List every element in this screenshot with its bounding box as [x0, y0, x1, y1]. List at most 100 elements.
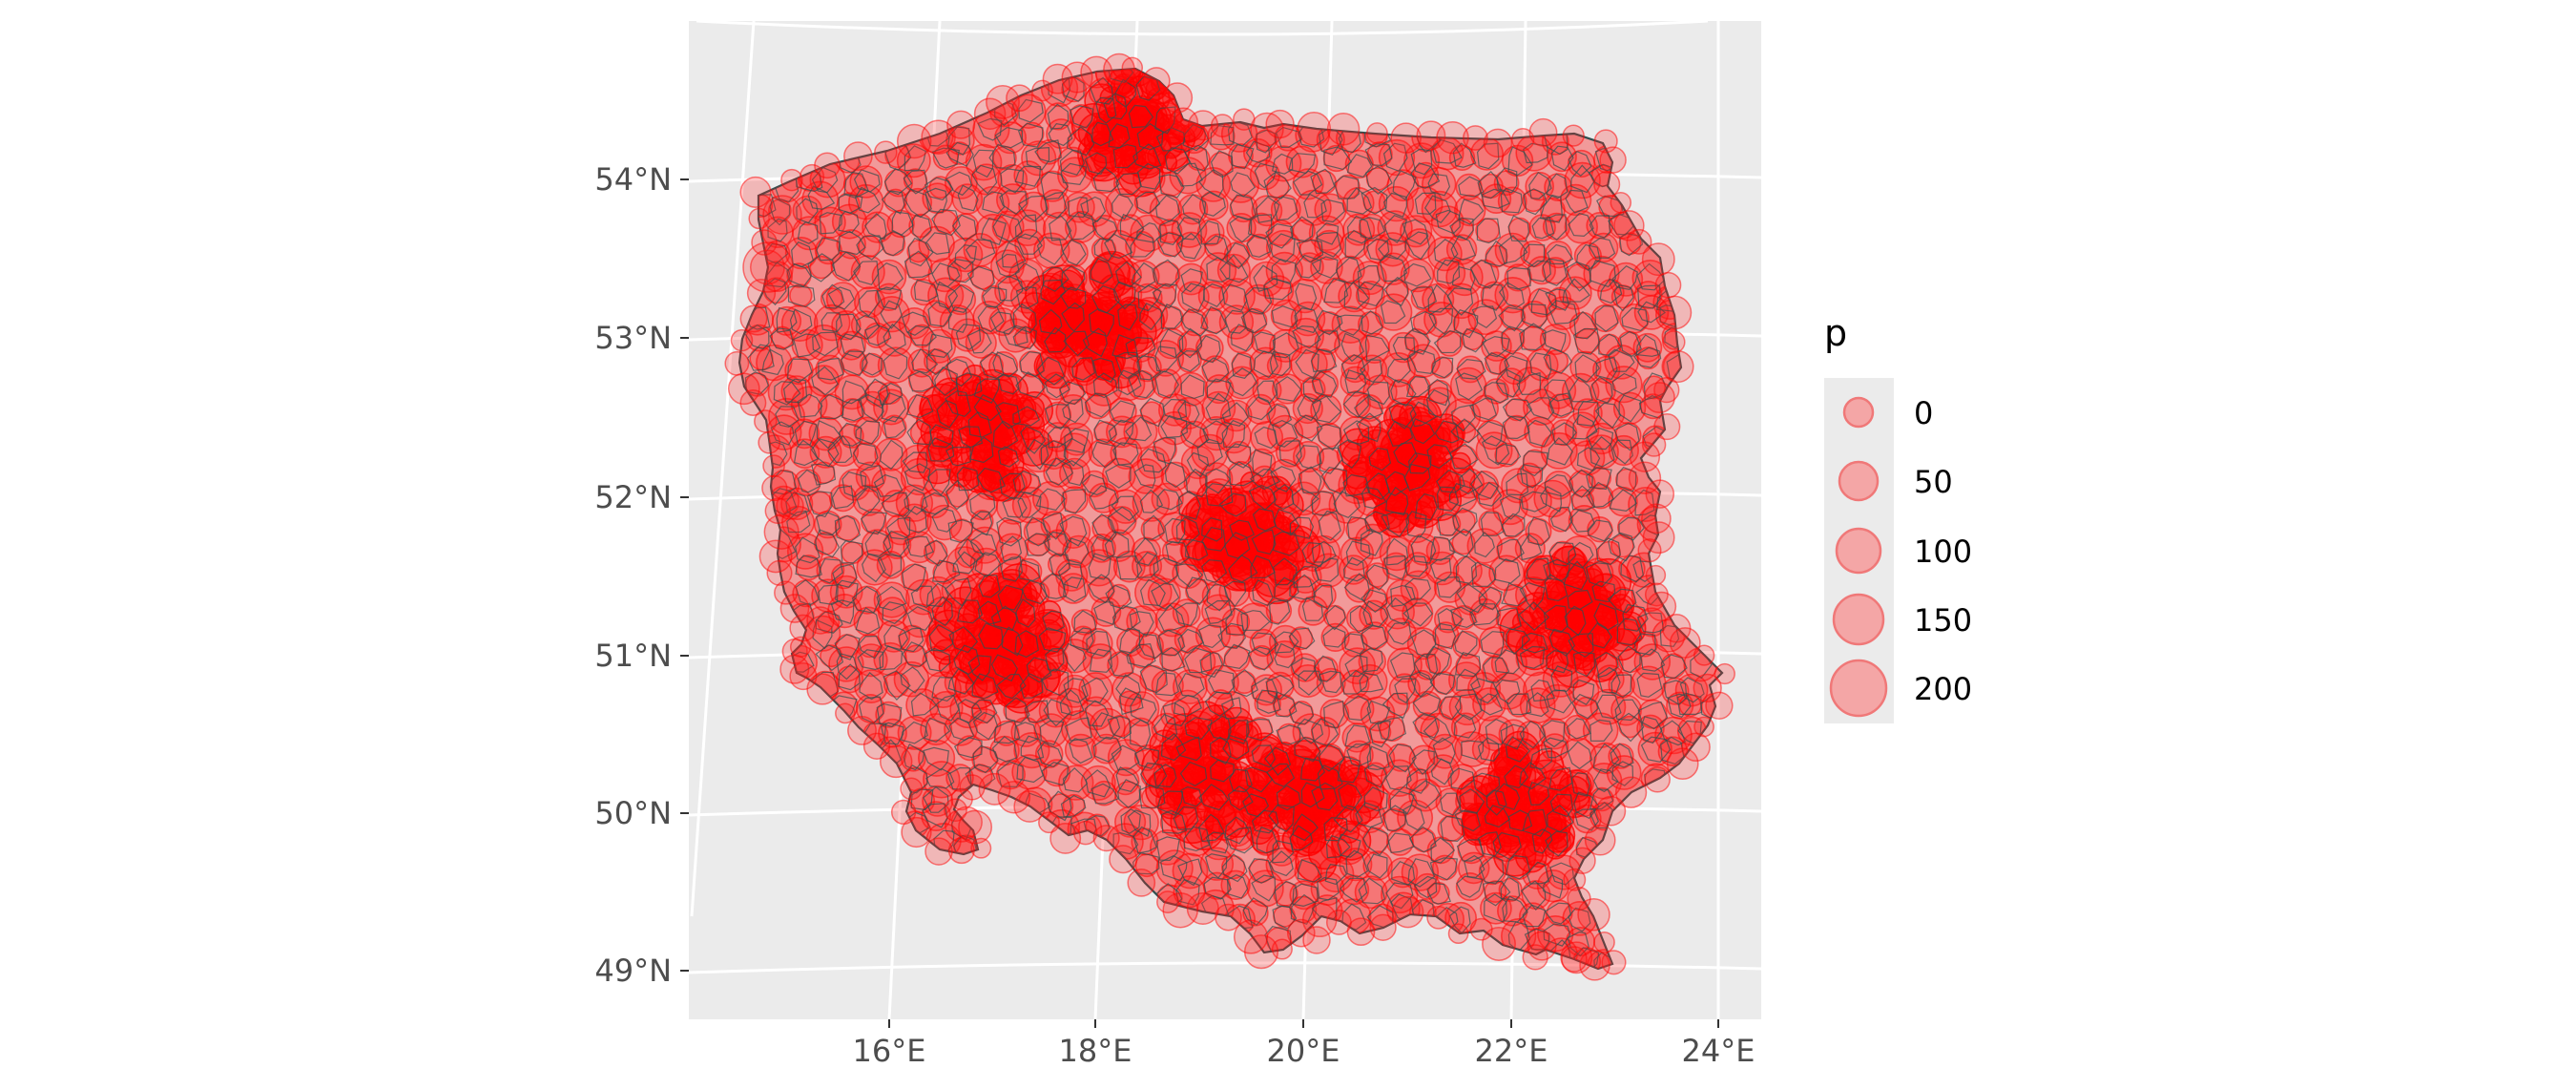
gmina-bubble [1469, 917, 1493, 941]
gmina-bubble [1654, 271, 1682, 299]
graticule-meridian [690, 21, 756, 917]
gmina-bubble [776, 492, 804, 520]
gmina-bubble [1291, 827, 1314, 850]
gmina-bubble [1662, 330, 1686, 354]
gmina-bubble [1366, 122, 1388, 144]
gmina-bubble [762, 454, 785, 477]
gmina-bubble [1599, 146, 1627, 174]
gmina-bubble [857, 234, 881, 258]
gmina-bubble [1447, 923, 1469, 945]
legend-item: 150 [1832, 593, 1972, 646]
gmina-bubble [762, 195, 802, 235]
gmina-bubble [1645, 564, 1667, 586]
gmina-bubble [1644, 766, 1671, 793]
graticule-parallel [696, 21, 1709, 36]
legend-item: 200 [1829, 659, 1972, 718]
legend-title: p [1824, 312, 1847, 354]
poland-region [724, 52, 1735, 981]
gmina-bubble [1156, 890, 1179, 914]
gmina-bubble [1288, 783, 1329, 825]
legend-key-circle [1838, 460, 1880, 502]
gmina-bubble [890, 799, 917, 826]
gmina-bubble [1657, 295, 1693, 330]
gmina-bubble [1633, 643, 1672, 681]
gmina-bubble [1478, 856, 1506, 886]
y-tick-label: 50°N [594, 795, 672, 831]
gmina-bubble [850, 255, 885, 290]
legend: p 0 50 100 150 200 [1824, 312, 1972, 723]
gmina-bubble [1593, 931, 1615, 953]
gmina-bubble [1561, 946, 1588, 973]
gmina-bubble [806, 606, 835, 635]
gmina-bubble [758, 430, 781, 454]
gmina-bubble [1420, 712, 1458, 751]
gmina-bubble [1402, 463, 1436, 496]
gmina-bubble [904, 252, 933, 281]
gmina-bubble [1302, 926, 1331, 954]
gmina-bubble [1061, 486, 1089, 513]
gmina-bubble [1426, 905, 1451, 930]
gmina-bubble [1466, 528, 1503, 564]
gmina-bubble [724, 350, 750, 376]
gmina-bubble [1297, 112, 1332, 146]
gmina-bubble [1494, 442, 1520, 468]
gmina-bubble [809, 255, 834, 280]
gmina-bubble [1424, 551, 1460, 586]
gmina-bubble [730, 328, 754, 352]
x-tick-label: 16°E [853, 1033, 926, 1069]
x-tick-label: 22°E [1475, 1033, 1548, 1069]
gmina-bubble [1577, 898, 1610, 932]
x-tick-label: 18°E [1059, 1033, 1132, 1069]
legend-label: 0 [1914, 395, 1933, 431]
gmina-bubble [1132, 296, 1169, 333]
gmina-bubble [1522, 944, 1548, 971]
gmina-bubble [1431, 854, 1458, 881]
legend-key-circle [1842, 396, 1875, 429]
gmina-bubble [1161, 82, 1194, 114]
gmina-bubble [1487, 756, 1516, 785]
gmina-bubble [1195, 743, 1219, 767]
gmina-bubble [831, 203, 867, 240]
y-tick-label: 51°N [594, 638, 672, 674]
gmina-bubble [1400, 570, 1438, 607]
gmina-bubble [1210, 114, 1235, 137]
y-tick-label: 53°N [594, 320, 672, 356]
gmina-bubble [1562, 124, 1585, 147]
gmina-bubble [814, 152, 841, 179]
gmina-bubble [1306, 771, 1354, 818]
gmina-bubble [1595, 795, 1627, 827]
gmina-bubble [1349, 805, 1372, 827]
gmina-bubble [1379, 715, 1405, 743]
gmina-bubble [995, 240, 1029, 274]
legend-key-circle [1835, 527, 1882, 575]
gmina-bubble [1693, 644, 1715, 666]
gmina-bubble [1705, 691, 1734, 720]
gmina-bubble [923, 761, 961, 799]
y-tick-label: 54°N [594, 161, 672, 198]
gmina-bubble [1127, 869, 1156, 897]
gmina-bubble [855, 461, 886, 492]
gmina-bubble [1641, 242, 1675, 277]
gmina-bubble [1215, 903, 1242, 932]
gmina-bubble [874, 140, 898, 164]
gmina-bubble [742, 241, 794, 293]
gmina-bubble [1064, 733, 1097, 766]
gmina-bubble [1265, 109, 1295, 139]
gmina-bubble [1500, 327, 1526, 353]
gmina-bubble [1288, 740, 1321, 773]
gmina-bubble [1483, 378, 1510, 405]
gmina-bubble [1381, 552, 1410, 580]
gmina-bubble [900, 777, 924, 801]
gmina-bubble [1010, 94, 1047, 129]
x-tick-label: 20°E [1267, 1033, 1340, 1069]
gmina-bubble [1055, 513, 1091, 550]
gmina-bubble [835, 702, 856, 724]
gmina-bubble [1109, 845, 1138, 874]
gmina-bubble [1559, 183, 1592, 217]
legend-label: 150 [1914, 602, 1972, 639]
gmina-bubble [961, 364, 989, 392]
gmina-bubble [1326, 113, 1361, 146]
legend-item: 50 [1838, 460, 1953, 502]
gmina-bubble [946, 110, 976, 139]
